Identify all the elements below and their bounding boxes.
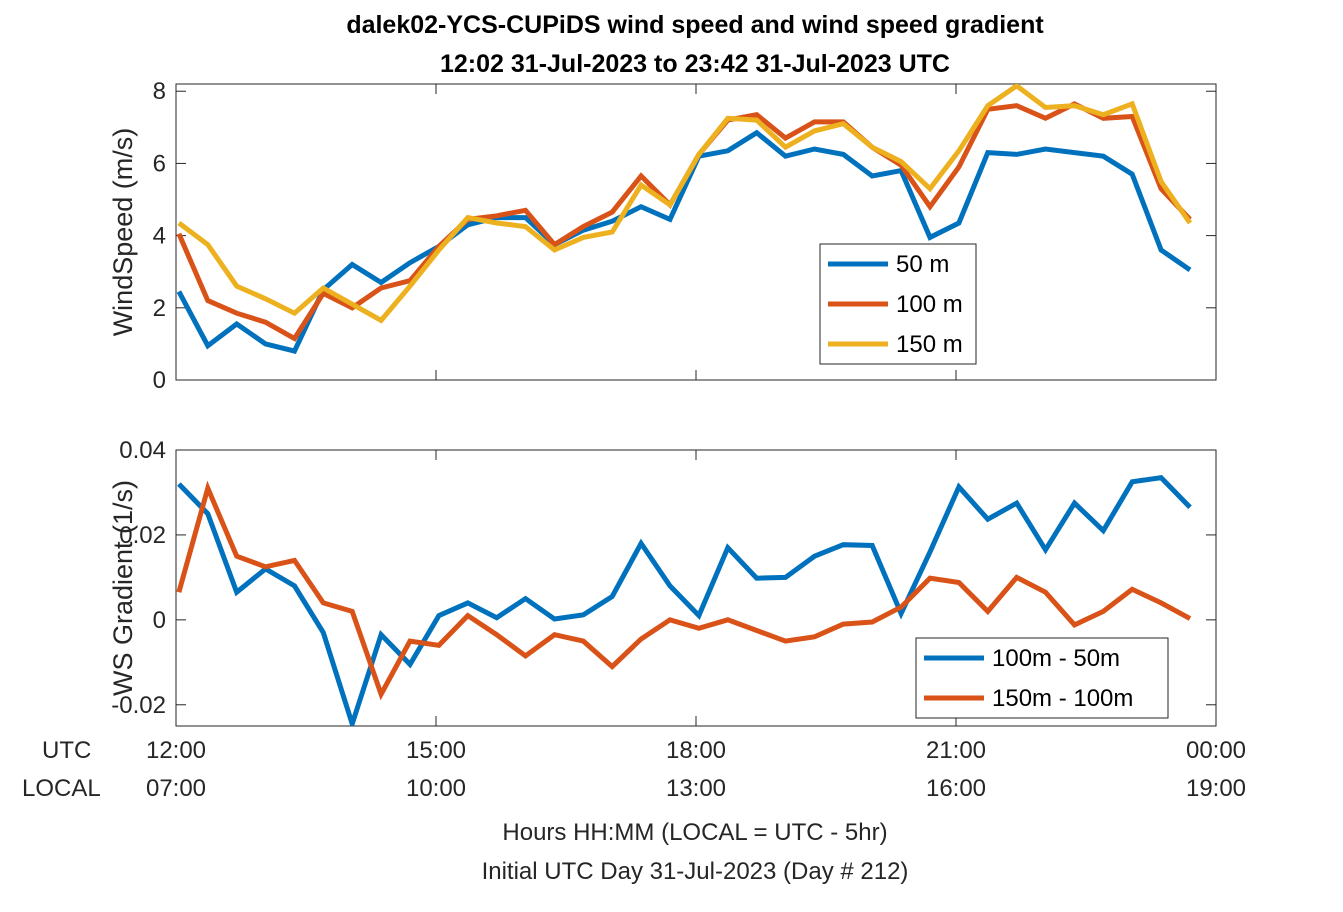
y-tick-label: 8 [153, 78, 166, 105]
chart-title-line1: dalek02-YCS-CUPiDS wind speed and wind s… [346, 11, 1044, 39]
x-tick-label-local: 07:00 [146, 775, 206, 802]
y-tick-label: 0.04 [119, 437, 166, 464]
y-tick-label: -0.02 [111, 692, 166, 719]
series-line-2 [176, 480, 1192, 701]
y-tick-label: 4 [153, 223, 166, 250]
plot-panel-1: 0 2 4 6 8 WindSpeed (m/s) 50 m 100 m 150 m [108, 78, 1217, 394]
plot-panels: 0 2 4 6 8 WindSpeed (m/s) 50 m 100 m 150 m -0.02 0… [108, 78, 1217, 727]
y-tick-label: 6 [153, 150, 166, 177]
axes-box [175, 83, 1217, 381]
x-axis-label-line2: Initial UTC Day 31-Jul-2023 (Day # 212) [482, 858, 909, 885]
x-tick-label-utc: 15:00 [406, 737, 466, 764]
x-tick-label-utc: 21:00 [926, 737, 986, 764]
y-tick-label: 0 [153, 607, 166, 634]
series-line-1 [177, 474, 1192, 726]
x-tick-label-utc: 00:00 [1186, 737, 1246, 764]
legend-entry: 100m - 50m [992, 645, 1120, 672]
x-tick-label-utc: 12:00 [146, 737, 206, 764]
x-tick-label-local: 10:00 [406, 775, 466, 802]
legend-entry: 150m - 100m [992, 685, 1133, 712]
legend-box [915, 637, 1169, 719]
y-tick-label: 0 [153, 367, 166, 394]
legend-entry: 150 m [896, 331, 963, 358]
legend: 50 m 100 m 150 m [819, 243, 977, 365]
series-line-3 [177, 84, 1193, 324]
legend-entry: 100 m [896, 291, 963, 318]
y-axis-label: WS Gradient (1/s) [108, 480, 138, 696]
series-line-1 [176, 129, 1192, 355]
x-tick-label-local: 19:00 [1186, 775, 1246, 802]
legend: 100m - 50m 150m - 100m [915, 637, 1169, 719]
x-axis-label-line1: Hours HH:MM (LOCAL = UTC - 5hr) [502, 819, 887, 846]
y-tick-label: 0.02 [119, 522, 166, 549]
x-tick-labels: 12:00 15:00 18:00 21:00 00:00 07:00 10:00 13:00… [146, 737, 1246, 802]
plot-panel-2: -0.02 0 0.02 0.04 WS Gradient (1/s) 100m - 50… [108, 437, 1217, 727]
x-tick-label-local: 13:00 [666, 775, 726, 802]
y-tick-label: 2 [153, 295, 166, 322]
x-tick-label-utc: 18:00 [666, 737, 726, 764]
y-axis-label: WindSpeed (m/s) [108, 128, 138, 337]
utc-row-label: UTC [42, 737, 91, 764]
legend-entry: 50 m [896, 251, 949, 278]
chart-title-line2: 12:02 31-Jul-2023 to 23:42 31-Jul-2023 U… [440, 50, 950, 78]
local-row-label: LOCAL [22, 775, 101, 802]
x-tick-label-local: 16:00 [926, 775, 986, 802]
